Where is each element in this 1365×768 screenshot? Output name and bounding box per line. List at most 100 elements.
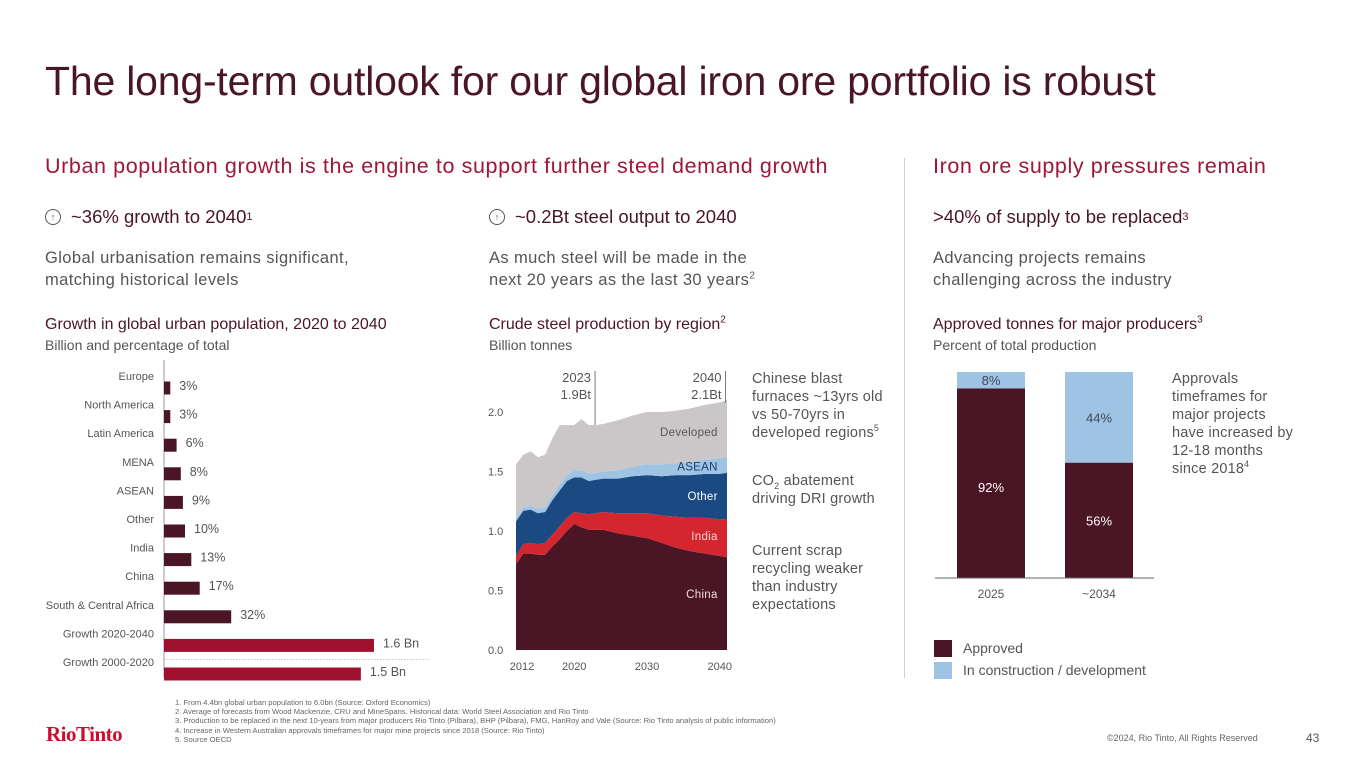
approved-tonnes-stacked-bar-chart: 92% 8% 2025 56% 44% ~2034 [935, 372, 1154, 601]
bar [164, 667, 361, 681]
section-heading-demand: Urban population growth is the engine to… [45, 154, 829, 178]
bar-segment-label: 44% [1086, 410, 1112, 425]
category-label: Growth 2020-2040 [63, 628, 154, 640]
desc-line: challenging across the industry [933, 271, 1172, 289]
arrow-up-circle-icon: ↑ [45, 209, 61, 225]
area-label-developed: Developed [660, 427, 718, 439]
note-scrap: Current scrap recycling weaker than indu… [752, 542, 882, 614]
desc-line: Global urbanisation remains significant, [45, 249, 349, 267]
bar [164, 553, 192, 567]
footnote: 2. Average of forecasts from Wood Macken… [175, 707, 589, 717]
category-label: North America [84, 400, 155, 412]
rio-tinto-logo: RioTinto [46, 722, 123, 746]
annotation-value: 2.1Bt [691, 387, 722, 402]
desc-text: next 20 years as the last 30 years [489, 271, 750, 289]
chart-title-text: Crude steel production by region [489, 316, 721, 333]
bar-segment-construction [957, 372, 1025, 389]
area-developed [516, 400, 727, 518]
footnote: 4. Increase in Western Australian approv… [175, 725, 545, 735]
y-tick-label: 0.5 [488, 586, 503, 598]
area-label-asean: ASEAN [677, 462, 718, 474]
legend-label: Approved [963, 640, 1023, 656]
bar-value-label: 17% [209, 579, 234, 593]
y-tick-label: 1.5 [488, 467, 503, 479]
desc-line: Advancing projects remains [933, 249, 1147, 267]
bar-value-label: 1.6 Bn [383, 636, 419, 650]
area-china [516, 523, 727, 650]
note-text: abatement driving DRI growth [752, 473, 875, 507]
area-other [516, 472, 727, 556]
footnote: 3. Production to be replaced in the next… [175, 716, 776, 726]
legend-item-construction: In construction / development [934, 659, 1146, 681]
kpi-steel-output: ↑ ~0.2Bt steel output to 2040 [489, 206, 737, 228]
note-subscript: 2 [774, 480, 780, 491]
bar [164, 410, 171, 424]
chart-title-text: Approved tonnes for major producers [933, 316, 1198, 333]
kpi-text: ~36% growth to 2040 [71, 206, 247, 227]
section-divider [904, 158, 905, 678]
arrow-up-circle-icon: ↑ [489, 209, 505, 225]
bar-segment-construction [1065, 372, 1133, 463]
desc-footnote-ref: 2 [749, 270, 756, 282]
chart-title-approved: Approved tonnes for major producers3 [933, 315, 1203, 334]
bar [164, 467, 181, 481]
chart-subtitle-urban: Billion and percentage of total [45, 337, 230, 353]
category-label: South & Central Africa [46, 600, 155, 612]
bar-segment-approved [1065, 462, 1133, 578]
area-label-india: India [691, 531, 718, 543]
annotation-value: 1.9Bt [561, 387, 592, 402]
x-category-label: ~2034 [1082, 587, 1116, 601]
bar [164, 638, 374, 652]
bar-value-label: 8% [190, 465, 208, 479]
note-text: Approvals timeframes for major projects … [1172, 371, 1294, 477]
approved-chart-legend: Approved In construction / development [934, 637, 1146, 681]
bar-segment-label: 8% [982, 373, 1001, 388]
area-asean [516, 457, 727, 522]
kpi-urban-growth: ↑ ~36% growth to 2040 1 [45, 206, 253, 228]
bar [164, 495, 183, 509]
y-tick-label: 2.0 [488, 407, 503, 419]
kpi-supply-replaced: >40% of supply to be replaced 3 [933, 206, 1189, 227]
desc-line: matching historical levels [45, 271, 239, 289]
copyright: ©2024, Rio Tinto, All Rights Reserved [1107, 733, 1258, 743]
category-label: China [125, 571, 155, 583]
category-label: MENA [122, 457, 154, 469]
category-label: India [130, 543, 155, 555]
chart-title-steel: Crude steel production by region2 [489, 314, 726, 334]
area-label-china: China [686, 589, 718, 601]
chart-subtitle-steel: Billion tonnes [489, 337, 573, 353]
x-tick-label: 2030 [635, 661, 659, 673]
note-text-pre: CO [752, 473, 775, 489]
legend-item-approved: Approved [934, 637, 1146, 659]
desc-steel: As much steel will be made in the next 2… [489, 247, 755, 291]
steel-production-area-chart: China India Other ASEAN Developed 0.0 0.5 1.0 1.… [488, 370, 732, 673]
chart-title-footnote-ref: 2 [720, 314, 726, 326]
desc-supply: Advancing projects remains challenging a… [933, 247, 1172, 291]
section-heading-supply: Iron ore supply pressures remain [933, 154, 1267, 178]
note-footnote-ref: 5 [873, 423, 880, 434]
bar-segment-approved [957, 388, 1025, 578]
y-tick-label: 1.0 [488, 526, 503, 538]
category-label: Latin America [87, 428, 155, 440]
annotation-year: 2040 [693, 370, 722, 385]
bar [164, 438, 177, 452]
category-label: ASEAN [117, 485, 154, 497]
y-tick-label: 0.0 [488, 645, 503, 657]
page-title: The long-term outlook for our global iro… [45, 58, 1156, 104]
x-tick-label: 2040 [707, 661, 731, 673]
bar [164, 610, 232, 624]
kpi-text: ~0.2Bt steel output to 2040 [515, 206, 737, 227]
area-india [516, 512, 727, 565]
page-number: 43 [1306, 731, 1320, 745]
desc-urban: Global urbanisation remains significant,… [45, 247, 349, 291]
note-co2: CO2 abatement driving DRI growth [752, 472, 892, 508]
annotation-year: 2023 [562, 370, 591, 385]
bar-value-label: 10% [194, 522, 219, 536]
footnote: 1. From 4.4bn global urban population to… [175, 698, 431, 707]
category-label: Growth 2000-2020 [63, 657, 154, 669]
note-approvals: Approvals timeframes for major projects … [1172, 370, 1302, 478]
footnotes: 1. From 4.4bn global urban population to… [175, 698, 776, 744]
note-footnote-ref: 4 [1244, 459, 1250, 470]
legend-label: In construction / development [963, 662, 1146, 678]
bar-value-label: 6% [186, 436, 204, 450]
